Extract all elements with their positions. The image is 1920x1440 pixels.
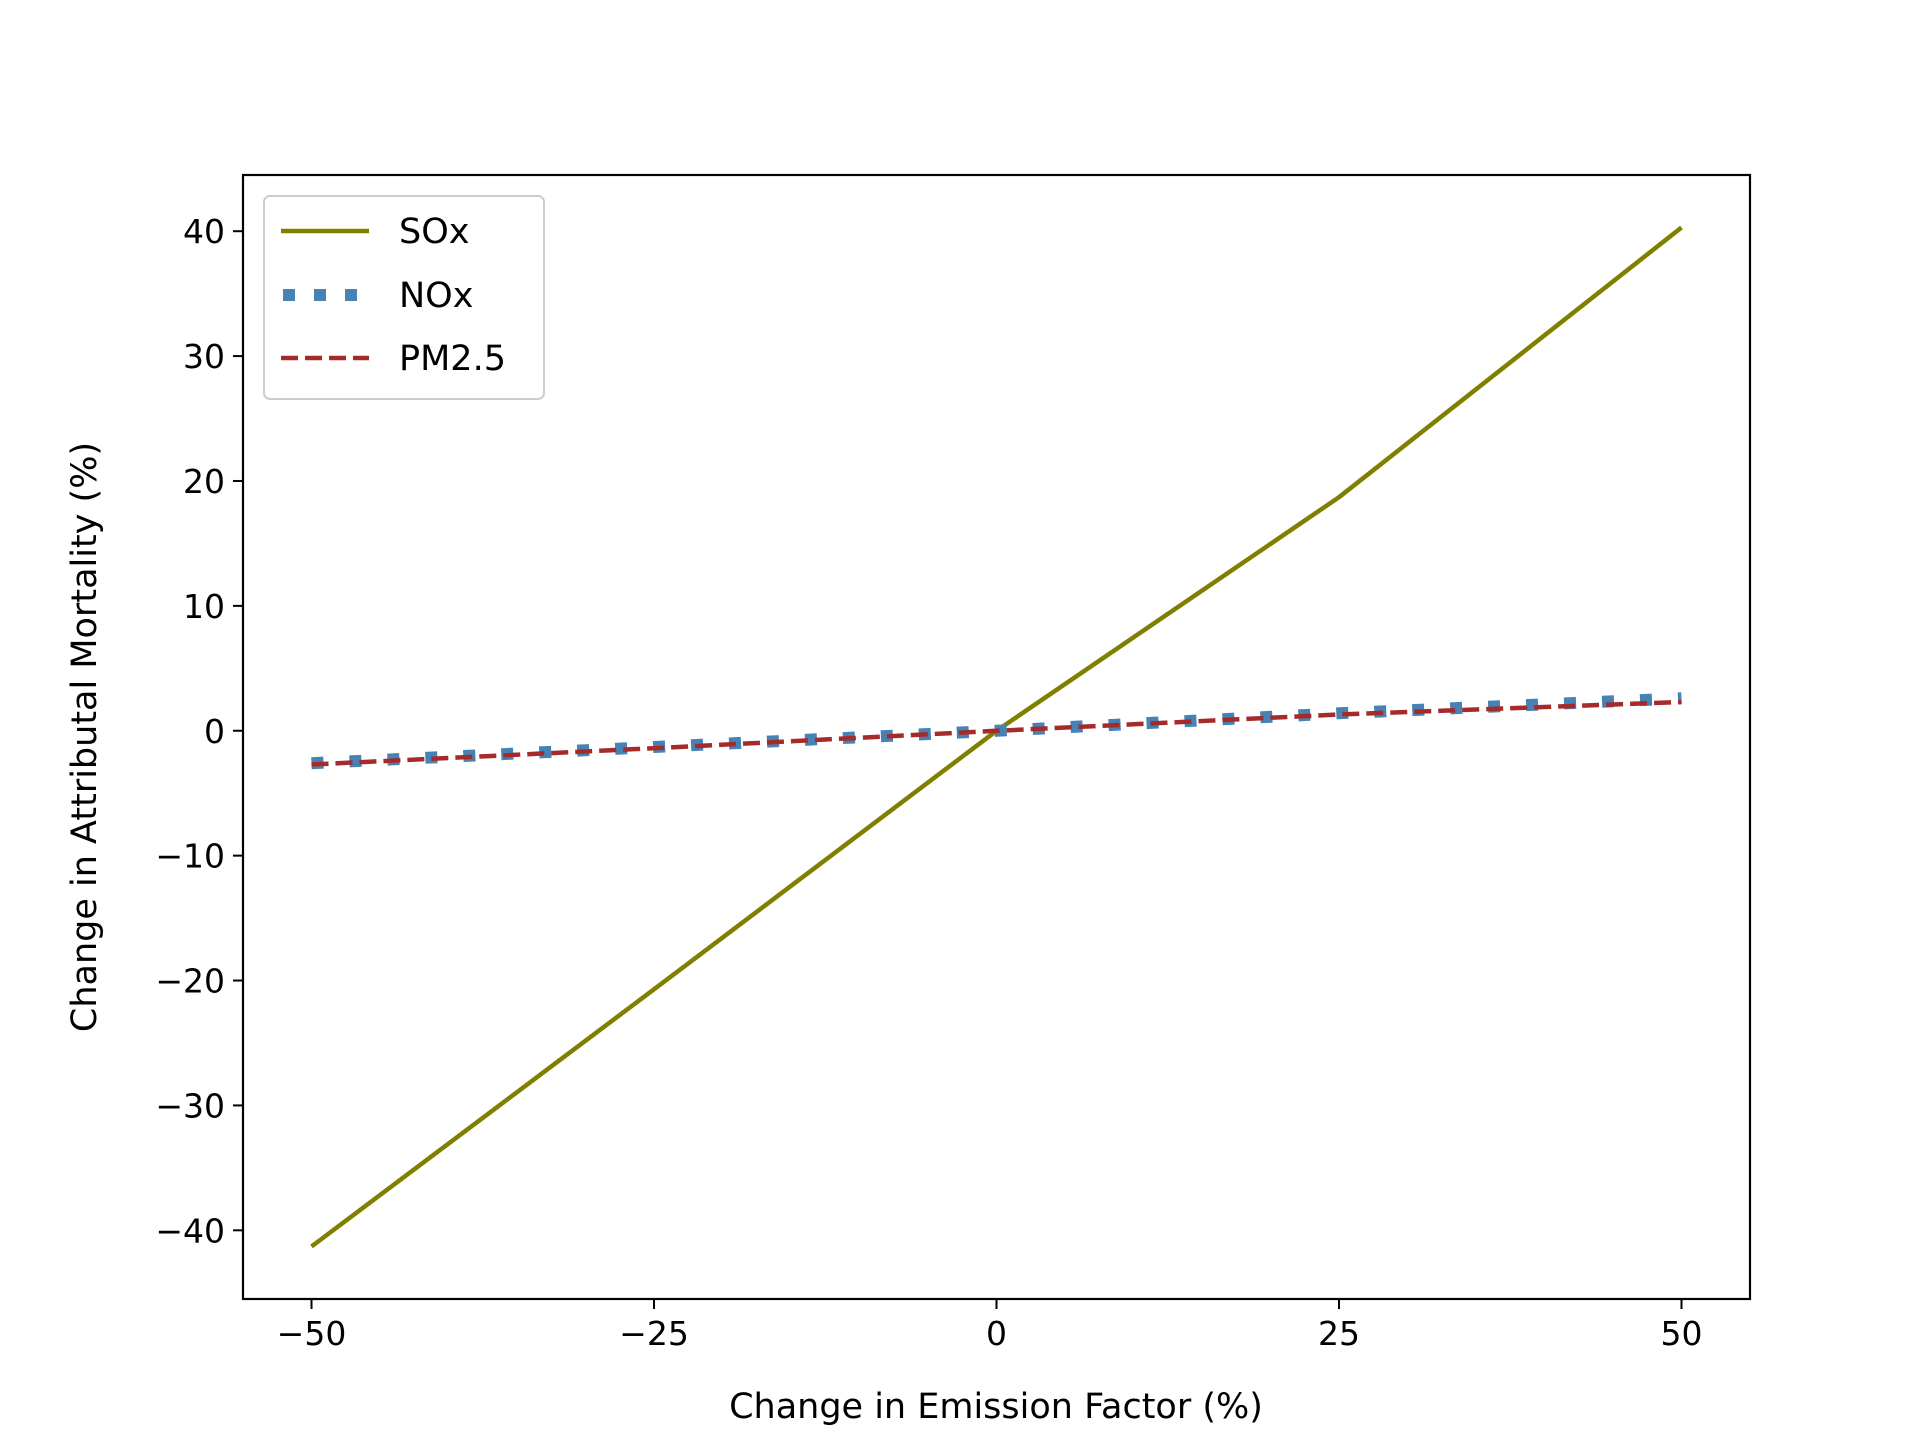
series-layer — [310, 225, 1683, 1249]
x-tick-label: 0 — [986, 1314, 1007, 1353]
legend-label-sox: SOx — [399, 212, 469, 252]
legend: SOx NOx PM2.5 — [263, 195, 545, 400]
x-tick-label: 25 — [1318, 1314, 1360, 1353]
y-tick-label: 30 — [183, 337, 225, 376]
x-tick-label: −25 — [619, 1314, 689, 1353]
tick-layer: −50 −25 0 25 50 −40 −30 −20 −10 0 10 20 30 40 — [155, 212, 1702, 1353]
y-tick-label: 0 — [204, 712, 225, 751]
y-tick-label: −30 — [155, 1086, 225, 1125]
y-tick-label: 40 — [183, 212, 225, 251]
x-tick-label: 50 — [1661, 1314, 1703, 1353]
legend-frame — [263, 195, 545, 400]
x-tick-label: −50 — [277, 1314, 347, 1353]
legend-label-pm25: PM2.5 — [399, 339, 506, 379]
x-axis-label: Change in Emission Factor (%) — [729, 1387, 1263, 1427]
legend-label-nox: NOx — [399, 276, 473, 316]
y-tick-label: −10 — [155, 837, 225, 876]
y-tick-label: −20 — [155, 962, 225, 1001]
y-axis-label: Change in Attributal Mortality (%) — [65, 442, 105, 1032]
y-tick-label: 10 — [183, 587, 225, 626]
y-tick-label: −40 — [155, 1211, 225, 1250]
y-tick-label: 20 — [183, 462, 225, 501]
series-line-pm25 — [311, 699, 1682, 767]
